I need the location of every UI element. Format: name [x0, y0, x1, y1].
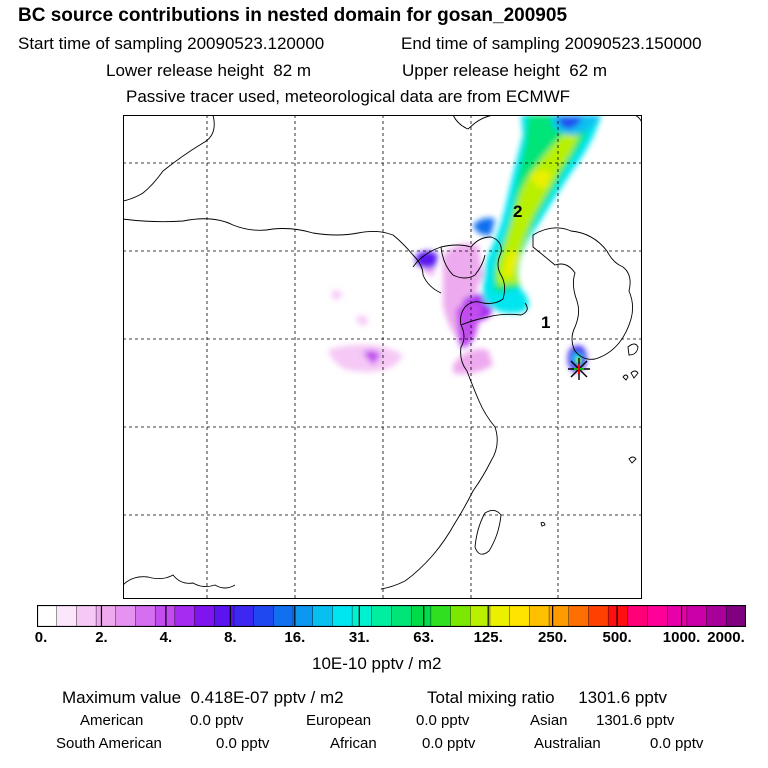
colorbar-cell — [647, 605, 668, 627]
colorbar-tick-label: 8. — [224, 629, 237, 646]
colorbar-tick-label: 125. — [473, 629, 503, 646]
colorbar-cell — [214, 605, 235, 627]
colorbar-tick-label: 2000. — [707, 629, 745, 646]
colorbar — [37, 605, 746, 627]
concentration-field — [328, 115, 601, 374]
colorbar-cell — [174, 605, 196, 627]
colorbar-tick-label: 2. — [95, 629, 108, 646]
map-label-1: 1 — [541, 313, 550, 332]
region-south-american-value: 0.0 pptv — [216, 735, 270, 752]
colorbar-cell — [115, 605, 137, 627]
colorbar-tick-label: 63. — [413, 629, 435, 646]
colorbar-tick-label: 16. — [284, 629, 306, 646]
colorbar-cell — [667, 605, 688, 627]
start-time-label: Start time of sampling — [18, 34, 183, 53]
start-time-value: 20090523.120000 — [187, 34, 325, 53]
region-european-value: 0.0 pptv — [416, 712, 470, 729]
colorbar-cell — [509, 605, 531, 627]
colorbar-cell — [351, 605, 373, 627]
colorbar-tick-label: 250. — [538, 629, 568, 646]
colorbar-cell — [726, 605, 746, 627]
colorbar-cell — [450, 605, 471, 627]
plot-title: BC source contributions in nested domain… — [18, 5, 568, 26]
colorbar-cell — [470, 605, 491, 627]
region-african-value: 0.0 pptv — [422, 735, 476, 752]
region-american-name: American — [80, 712, 144, 729]
max-value-label: Maximum value — [62, 688, 182, 707]
colorbar-cell — [312, 605, 334, 627]
region-asian-name: Asian — [530, 712, 568, 729]
colorbar-cell — [607, 605, 629, 627]
max-value-number: 0.418E-07 pptv / m2 — [190, 688, 344, 707]
colorbar-cell — [529, 605, 550, 627]
colorbar-cell — [686, 605, 708, 627]
colorbar-cell — [292, 605, 314, 627]
colorbar-cell — [37, 605, 58, 627]
colorbar-cell — [489, 605, 511, 627]
colorbar-cell — [95, 605, 117, 627]
colorbar-cell — [233, 605, 255, 627]
colorbar-cell — [194, 605, 215, 627]
upper-release-value: 62 m — [569, 61, 608, 80]
colorbar-tick-label: 31. — [348, 629, 370, 646]
colorbar-cell — [154, 605, 176, 627]
colorbar-cell — [76, 605, 97, 627]
upper-release-label: Upper release height — [402, 61, 560, 80]
total-mixing-label: Total mixing ratio — [427, 688, 555, 707]
colorbar-cell — [391, 605, 412, 627]
colorbar-tick-label: 500. — [602, 629, 632, 646]
coastlines — [123, 115, 642, 590]
total-mixing-ratio: Total mixing ratio 1301.6 pptv — [427, 688, 667, 708]
colorbar-cell — [410, 605, 432, 627]
colorbar-cell — [253, 605, 275, 627]
lower-release: Lower release height 82 m — [106, 61, 311, 81]
lower-release-value: 82 m — [273, 61, 312, 80]
region-australian-name: Australian — [534, 735, 601, 752]
colorbar-cell — [371, 605, 393, 627]
colorbar-tick-label: 1000. — [662, 629, 701, 646]
region-asian-value: 1301.6 pptv — [596, 712, 675, 729]
colorbar-unit-label: 10E-10 pptv / m2 — [312, 654, 442, 673]
colorbar-cell — [273, 605, 294, 627]
receptor-star-marker — [568, 358, 590, 380]
region-south-american-name: South American — [56, 735, 162, 752]
region-american-value: 0.0 pptv — [190, 712, 244, 729]
sampling-times: Start time of sampling 20090523.120000 — [18, 34, 324, 54]
colorbar-cell — [135, 605, 156, 627]
colorbar-tick-label: 0. — [34, 629, 48, 646]
lat-lon-grid — [123, 115, 642, 599]
max-value: Maximum value 0.418E-07 pptv / m2 — [62, 688, 344, 708]
lower-release-label: Lower release height — [106, 61, 264, 80]
colorbar-cell — [568, 605, 590, 627]
region-australian-value: 0.0 pptv — [650, 735, 704, 752]
end-sampling: End time of sampling 20090523.150000 — [401, 34, 702, 54]
colorbar-cell — [430, 605, 452, 627]
region-european-name: European — [306, 712, 372, 729]
upper-release: Upper release height 62 m — [402, 61, 607, 81]
map-frame — [123, 115, 642, 599]
colorbar-cell — [627, 605, 649, 627]
total-mixing-value: 1301.6 pptv — [578, 688, 668, 707]
map-label-2: 2 — [513, 202, 522, 221]
tracer-note: Passive tracer used, meteorological data… — [126, 87, 571, 106]
colorbar-tick-label: 4. — [159, 629, 173, 646]
region-african-name: African — [330, 735, 377, 752]
colorbar-cell — [706, 605, 728, 627]
colorbar-cell — [588, 605, 609, 627]
colorbar-cell — [332, 605, 353, 627]
end-time-value: 20090523.150000 — [564, 34, 702, 53]
colorbar-cell — [56, 605, 78, 627]
end-time-label: End time of sampling — [401, 34, 560, 53]
map-panel: 2 1 — [123, 115, 642, 599]
